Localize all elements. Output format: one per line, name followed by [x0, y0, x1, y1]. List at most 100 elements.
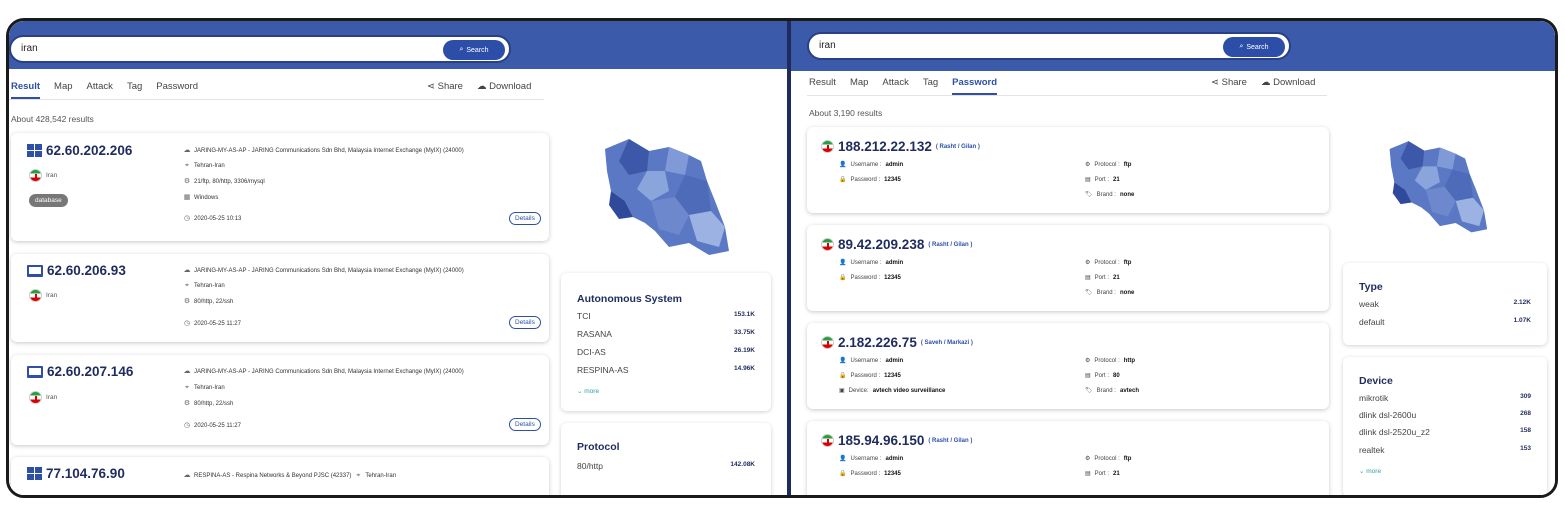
autonomous-system-panel: Autonomous System TCI 153.1K RASANA 33.75K…: [561, 273, 771, 411]
more-link[interactable]: ⌄ more: [577, 387, 599, 395]
tab-map[interactable]: Map: [849, 77, 869, 88]
facet-row[interactable]: realtek 153: [1359, 445, 1531, 455]
ip-address[interactable]: 2.182.226.75: [838, 335, 917, 350]
ip-address[interactable]: 185.94.96.150: [838, 433, 925, 448]
ports-line: ⚙ 80/http, 22/ssh: [183, 298, 234, 305]
credential-card[interactable]: 89.42.209.238( Rasht / Gilan ) 👤 Username…: [807, 225, 1329, 311]
facet-name[interactable]: mikrotik: [1359, 393, 1389, 403]
lock-icon: 🔒: [839, 471, 847, 477]
search-input[interactable]: iran: [819, 40, 836, 51]
facet-row[interactable]: TCI 153.1K: [577, 311, 755, 321]
facet-row[interactable]: dlink dsl-2520u_z2 158: [1359, 427, 1531, 437]
location-text: Tehran-Iran: [194, 282, 225, 289]
facet-row[interactable]: RESPINA-AS 14.96K: [577, 365, 755, 375]
ip-address[interactable]: 89.42.209.238: [838, 237, 925, 252]
tab-tag[interactable]: Tag: [126, 81, 143, 92]
org-text: JARING-MY-AS-AP - JARING Communications …: [194, 147, 464, 154]
gear-icon: ⚙: [183, 400, 191, 407]
search-bar[interactable]: iran ⌕ Search: [9, 35, 511, 63]
protocol-label: Protocol :: [1094, 357, 1120, 364]
tab-attack[interactable]: Attack: [86, 81, 113, 92]
device-panel: Device mikrotik 309 dlink dsl-2600u 268 dl…: [1343, 357, 1547, 495]
facet-row[interactable]: default 1.07K: [1359, 317, 1531, 327]
tab-password[interactable]: Password: [156, 81, 198, 92]
username-value: admin: [885, 259, 904, 266]
details-button[interactable]: Details: [509, 316, 541, 329]
time-line: ◷ 2020-05-25 11:27: [183, 320, 241, 327]
share-button[interactable]: ⋖ Share: [427, 81, 463, 92]
clock-icon: ◷: [183, 422, 191, 429]
result-country: Iran: [29, 391, 57, 404]
tab-result[interactable]: Result: [11, 81, 41, 99]
facet-name[interactable]: DCI-AS: [577, 347, 606, 357]
result-country: Iran: [29, 289, 57, 302]
ip-address[interactable]: 62.60.202.206: [46, 143, 133, 158]
facet-count: 153.1K: [734, 311, 755, 318]
org-line: ☁ RESPINA-AS - Respina Networks & Beyond …: [183, 472, 397, 479]
more-link[interactable]: ⌄ more: [1359, 467, 1381, 475]
share-button[interactable]: ⋖ Share: [1211, 77, 1247, 88]
credential-card[interactable]: 185.94.96.150( Rasht / Gilan ) 👤 Username…: [807, 421, 1329, 495]
time-text: 2020-05-25 10:13: [194, 215, 242, 222]
os-line: ▦ Windows: [183, 194, 219, 201]
username-line: 👤 Username : admin: [839, 455, 903, 463]
result-card[interactable]: 62.60.202.206 Iran database ☁ JARING-MY-A…: [11, 133, 549, 241]
credential-card[interactable]: 2.182.226.75( Saveh / Markazi ) 👤 Usernam…: [807, 323, 1329, 409]
download-button[interactable]: ☁ Download: [1261, 77, 1315, 88]
facet-name[interactable]: weak: [1359, 299, 1379, 309]
result-ip[interactable]: 188.212.22.132( Rasht / Gilan ): [821, 139, 980, 154]
ip-address[interactable]: 188.212.22.132: [838, 139, 932, 154]
tab-password[interactable]: Password: [952, 77, 998, 95]
search-button[interactable]: ⌕ Search: [1223, 37, 1285, 57]
search-bar[interactable]: iran ⌕ Search: [807, 32, 1291, 60]
result-card[interactable]: 62.60.206.93 Iran ☁ JARING-MY-AS-AP - JAR…: [11, 254, 549, 342]
facet-row[interactable]: weak 2.12K: [1359, 299, 1531, 309]
facet-row[interactable]: 80/http 142.08K: [577, 461, 755, 471]
result-ip[interactable]: 62.60.202.206: [27, 143, 132, 158]
search-input[interactable]: iran: [21, 43, 38, 54]
facet-name[interactable]: TCI: [577, 311, 591, 321]
facet-name[interactable]: 80/http: [577, 461, 603, 471]
facet-name[interactable]: default: [1359, 317, 1385, 327]
result-card[interactable]: 62.60.207.146 Iran ☁ JARING-MY-AS-AP - JA…: [11, 355, 549, 445]
iran-map[interactable]: [589, 131, 739, 261]
result-ip[interactable]: 185.94.96.150( Rasht / Gilan ): [821, 433, 972, 448]
brand-line: 🏷 Brand : none: [1085, 289, 1134, 297]
facet-row[interactable]: RASANA 33.75K: [577, 329, 755, 339]
facet-row[interactable]: mikrotik 309: [1359, 393, 1531, 403]
facet-name[interactable]: RESPINA-AS: [577, 365, 629, 375]
facet-name[interactable]: RASANA: [577, 329, 612, 339]
iran-flag-icon: [29, 289, 42, 302]
result-ip[interactable]: 2.182.226.75( Saveh / Markazi ): [821, 335, 973, 350]
result-card[interactable]: 77.104.76.90 ☁ RESPINA-AS - Respina Netwo…: [11, 457, 549, 495]
lock-icon: 🔒: [839, 177, 847, 183]
password-label: Password :: [850, 470, 881, 477]
result-ip[interactable]: 89.42.209.238( Rasht / Gilan ): [821, 237, 972, 252]
tab-map[interactable]: Map: [54, 81, 73, 92]
facet-count: 1.07K: [1513, 317, 1531, 324]
gear-icon: ⚙: [1085, 260, 1091, 266]
tag-badge[interactable]: database: [29, 194, 68, 207]
facet-name[interactable]: dlink dsl-2520u_z2: [1359, 427, 1430, 437]
protocol-label: Protocol :: [1094, 455, 1120, 462]
search-button[interactable]: ⌕ Search: [443, 40, 505, 60]
download-button[interactable]: ☁ Download: [477, 81, 531, 92]
ip-address[interactable]: 77.104.76.90: [46, 466, 125, 481]
ip-address[interactable]: 62.60.206.93: [47, 263, 126, 278]
result-ip[interactable]: 62.60.207.146: [27, 364, 133, 379]
credential-card[interactable]: 188.212.22.132( Rasht / Gilan ) 👤 Usernam…: [807, 127, 1329, 213]
tab-attack[interactable]: Attack: [882, 77, 909, 88]
tab-tag[interactable]: Tag: [922, 77, 939, 88]
result-ip[interactable]: 77.104.76.90: [27, 466, 125, 481]
facet-name[interactable]: dlink dsl-2600u: [1359, 410, 1417, 420]
result-ip[interactable]: 62.60.206.93: [27, 263, 126, 278]
details-button[interactable]: Details: [509, 212, 541, 225]
facet-row[interactable]: dlink dsl-2600u 268: [1359, 410, 1531, 420]
org-text: RESPINA-AS - Respina Networks & Beyond P…: [194, 472, 352, 479]
facet-name[interactable]: realtek: [1359, 445, 1385, 455]
details-button[interactable]: Details: [509, 418, 541, 431]
iran-map[interactable]: [1377, 127, 1495, 245]
tab-result[interactable]: Result: [809, 77, 836, 88]
ip-address[interactable]: 62.60.207.146: [47, 364, 134, 379]
facet-row[interactable]: DCI-AS 26.19K: [577, 347, 755, 357]
